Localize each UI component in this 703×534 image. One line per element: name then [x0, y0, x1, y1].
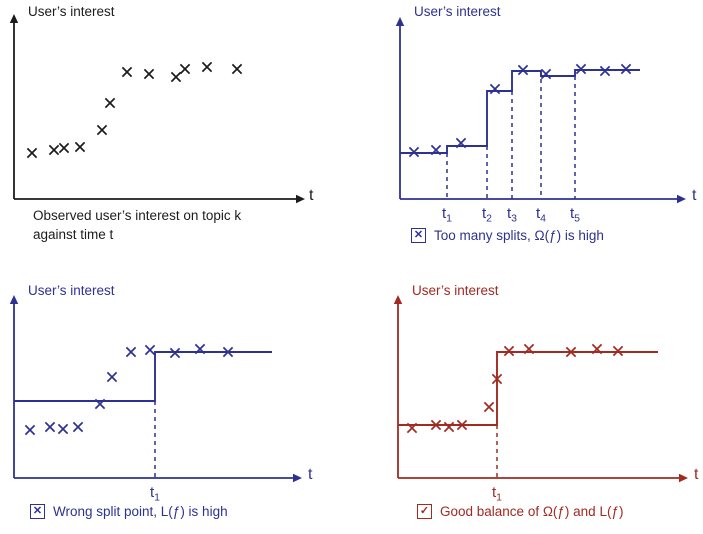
data-point-x-mark — [430, 419, 442, 431]
data-point-x-mark — [72, 421, 84, 433]
split-label: t4 — [536, 205, 546, 225]
data-point-x-mark — [565, 346, 577, 358]
data-point-x-mark — [48, 144, 60, 156]
data-point-x-mark — [121, 66, 133, 78]
data-point-x-mark — [408, 146, 420, 158]
data-point-x-mark — [599, 65, 611, 77]
check-box-icon: ✓ — [417, 504, 432, 519]
data-point-x-mark — [430, 144, 442, 156]
data-point-x-mark — [517, 64, 529, 76]
panel-wrong-split-point: t1 — [9, 295, 302, 504]
split-label: t1 — [442, 205, 452, 225]
data-point-x-mark — [540, 68, 552, 80]
data-point-x-mark — [170, 71, 182, 83]
data-point-x-mark — [194, 343, 206, 355]
ylabel-wrong-split: User’s interest — [28, 283, 115, 298]
data-point-x-mark — [58, 142, 70, 154]
data-point-x-mark — [406, 422, 418, 434]
ylabel-observed: User’s interest — [28, 4, 115, 19]
x-box-icon: ✕ — [411, 228, 426, 243]
data-point-x-mark — [575, 63, 587, 75]
y-axis-arrow-icon — [9, 14, 19, 23]
split-label: t5 — [570, 205, 580, 225]
data-point-x-mark — [24, 424, 36, 436]
caption-observed: Observed user’s interest on topic k agai… — [33, 206, 241, 244]
xlabel-observed: t — [309, 187, 314, 204]
ylabel-too-many-splits: User’s interest — [414, 4, 501, 19]
data-point-x-mark — [96, 124, 108, 136]
caption-observed-line2: against time t — [33, 227, 114, 242]
data-point-x-mark — [26, 147, 38, 159]
x-axis-arrow-icon — [293, 473, 302, 483]
y-axis-arrow-icon — [9, 295, 19, 304]
step-function-line — [400, 69, 640, 154]
data-point-x-mark — [106, 371, 118, 383]
data-point-x-mark — [523, 343, 535, 355]
caption-wrong-split: ✕ Wrong split point, L(ƒ) is high — [30, 504, 228, 519]
data-point-x-mark — [455, 137, 467, 149]
step-function-line — [398, 351, 658, 426]
data-point-x-mark — [201, 61, 213, 73]
data-point-x-mark — [620, 63, 632, 75]
y-axis-arrow-icon — [395, 17, 405, 26]
data-point-x-mark — [169, 347, 181, 359]
data-point-x-mark — [489, 83, 501, 95]
data-point-x-mark — [222, 346, 234, 358]
x-box-icon: ✕ — [30, 504, 45, 519]
panel-too-many-splits: t1 t2 t3 t4 t5 — [395, 17, 686, 225]
split-label: t1 — [492, 484, 502, 504]
panel-observed — [9, 14, 305, 204]
split-label: t1 — [150, 484, 160, 504]
data-point-x-mark — [125, 346, 137, 358]
x-axis-arrow-icon — [679, 473, 688, 483]
y-axis-arrow-icon — [393, 295, 403, 304]
split-label: t2 — [482, 205, 492, 225]
ylabel-good-balance: User’s interest — [412, 283, 499, 298]
xlabel-wrong-split: t — [308, 466, 313, 483]
data-point-x-mark — [104, 97, 116, 109]
data-point-x-mark — [231, 63, 243, 75]
x-axis-arrow-icon — [677, 194, 686, 204]
caption-wrong-split-text: Wrong split point, L(ƒ) is high — [53, 504, 228, 519]
data-point-x-mark — [491, 373, 503, 385]
caption-too-many-splits: ✕ Too many splits, Ω(ƒ) is high — [411, 228, 604, 243]
caption-good-balance: ✓ Good balance of Ω(ƒ) and L(ƒ) — [417, 504, 623, 519]
caption-good-balance-text: Good balance of Ω(ƒ) and L(ƒ) — [440, 504, 624, 519]
split-label: t3 — [507, 205, 517, 225]
xlabel-too-many-splits: t — [692, 187, 697, 204]
data-point-x-mark — [456, 419, 468, 431]
data-point-x-mark — [483, 401, 495, 413]
data-point-x-mark — [74, 141, 86, 153]
step-function-line — [14, 351, 272, 402]
data-point-x-mark — [179, 63, 191, 75]
data-point-x-mark — [44, 421, 56, 433]
data-point-x-mark — [612, 345, 624, 357]
data-point-x-mark — [591, 343, 603, 355]
data-point-x-mark — [144, 344, 156, 356]
caption-observed-line1: Observed user’s interest on topic k — [33, 208, 242, 223]
data-point-x-mark — [57, 423, 69, 435]
caption-too-many-splits-text: Too many splits, Ω(ƒ) is high — [434, 228, 604, 243]
panel-good-balance: t1 — [393, 295, 688, 504]
data-point-x-mark — [94, 398, 106, 410]
xlabel-good-balance: t — [694, 466, 699, 483]
x-axis-arrow-icon — [296, 194, 305, 204]
data-point-x-mark — [503, 345, 515, 357]
data-point-x-mark — [143, 68, 155, 80]
data-point-x-mark — [443, 421, 455, 433]
